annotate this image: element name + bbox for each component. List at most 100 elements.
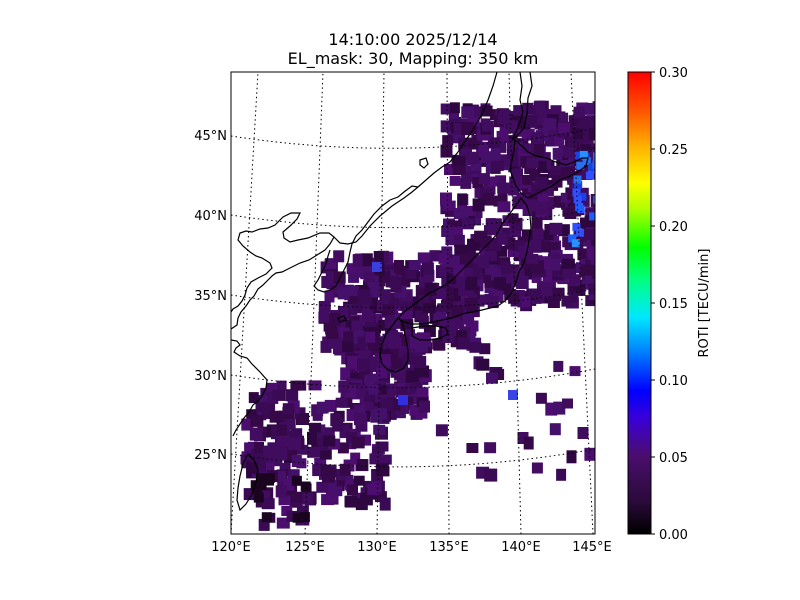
roti-cell xyxy=(282,403,294,415)
colorbar-tick-4: 0.20 xyxy=(659,220,688,235)
coast-korea-china xyxy=(231,212,335,330)
roti-cell xyxy=(308,380,322,391)
roti-cell xyxy=(514,267,525,279)
roti-cell xyxy=(278,495,291,506)
roti-cell xyxy=(524,163,537,175)
roti-cell xyxy=(541,230,554,241)
roti-cell xyxy=(506,148,518,159)
roti-cell xyxy=(478,173,490,185)
coast-honshu xyxy=(397,196,532,325)
roti-cell xyxy=(414,356,427,368)
roti-cell xyxy=(530,239,542,253)
roti-cell xyxy=(453,122,465,135)
roti-cell xyxy=(523,436,534,450)
roti-cell xyxy=(465,320,479,332)
roti-cell xyxy=(363,391,375,405)
roti-cell xyxy=(423,269,435,282)
roti-cell xyxy=(439,264,451,277)
roti-cell xyxy=(490,161,501,174)
roti-cell xyxy=(509,156,522,168)
roti-cell xyxy=(590,151,595,163)
roti-cell xyxy=(472,177,484,189)
roti-cell xyxy=(290,380,302,391)
lon-label-140: 140°E xyxy=(501,540,541,555)
roti-cell xyxy=(470,160,482,172)
roti-cell xyxy=(526,199,538,212)
roti-cell xyxy=(490,268,501,281)
roti-cell xyxy=(589,128,595,141)
roti-cell xyxy=(562,236,574,248)
roti-cell xyxy=(414,366,426,378)
colorbar-tick-1: 0.05 xyxy=(659,451,688,466)
roti-cell xyxy=(347,484,358,496)
roti-cell xyxy=(529,169,541,182)
roti-cell xyxy=(444,164,457,175)
roti-cell xyxy=(543,118,557,131)
roti-cell xyxy=(248,392,259,404)
roti-cell xyxy=(442,200,456,211)
roti-cell xyxy=(360,253,373,267)
coast-taiwan xyxy=(236,452,259,512)
roti-cell xyxy=(532,228,544,240)
roti-cell xyxy=(576,161,585,170)
roti-cell xyxy=(425,295,436,308)
roti-cell xyxy=(324,399,337,412)
roti-cell xyxy=(594,252,595,263)
lon-axis: 120°E 125°E 130°E 135°E 140°E 145°E xyxy=(211,540,612,555)
roti-cell xyxy=(415,310,427,321)
roti-cell xyxy=(442,331,455,343)
roti-cell xyxy=(455,295,469,305)
roti-cell xyxy=(424,282,437,296)
roti-cell xyxy=(446,273,457,285)
roti-cell xyxy=(464,247,476,259)
roti-cell xyxy=(521,229,534,241)
roti-cell xyxy=(357,289,371,300)
roti-cell xyxy=(476,358,490,371)
roti-cell xyxy=(291,475,302,486)
roti-cell xyxy=(594,235,595,244)
roti-cell xyxy=(384,316,396,329)
roti-cell xyxy=(243,488,255,501)
roti-cell xyxy=(337,306,348,318)
roti-cell xyxy=(484,225,495,236)
roti-cell xyxy=(531,272,542,283)
colorbar-label: ROTI [TECU/min] xyxy=(697,249,712,358)
roti-cell xyxy=(417,332,430,344)
roti-cell xyxy=(567,136,578,149)
roti-cell xyxy=(250,414,264,427)
roti-cell xyxy=(379,289,391,301)
roti-cell xyxy=(469,267,481,280)
roti-cell xyxy=(416,387,429,398)
roti-cell xyxy=(246,461,259,474)
roti-cell xyxy=(562,267,576,279)
roti-cell xyxy=(433,311,447,322)
roti-cell xyxy=(351,339,363,352)
roti-cell xyxy=(553,360,564,372)
roti-cell xyxy=(349,372,361,383)
roti-cell xyxy=(474,230,488,242)
roti-cell xyxy=(441,246,453,258)
roti-cell xyxy=(339,463,351,476)
roti-cell xyxy=(353,404,366,415)
roti-cell xyxy=(324,259,337,270)
roti-cell xyxy=(269,410,282,423)
roti-cell xyxy=(497,182,509,194)
roti-cell xyxy=(568,291,579,303)
roti-cell xyxy=(347,355,359,369)
roti-cell xyxy=(442,225,454,237)
roti-cell xyxy=(440,103,452,115)
roti-cell xyxy=(450,313,461,325)
roti-cell xyxy=(497,233,508,245)
roti-cell xyxy=(517,277,529,289)
roti-cell xyxy=(343,331,355,344)
roti-cell xyxy=(276,380,287,391)
roti-cell xyxy=(351,320,363,334)
roti-cell xyxy=(296,458,307,469)
graticule xyxy=(231,72,595,534)
lat-label-45: 45°N xyxy=(194,129,227,144)
roti-cell xyxy=(558,122,571,134)
roti-cell xyxy=(374,491,387,503)
roti-cell xyxy=(458,284,470,296)
map-title-settings: EL_mask: 30, Mapping: 350 km xyxy=(287,49,539,68)
roti-cell xyxy=(575,203,584,211)
